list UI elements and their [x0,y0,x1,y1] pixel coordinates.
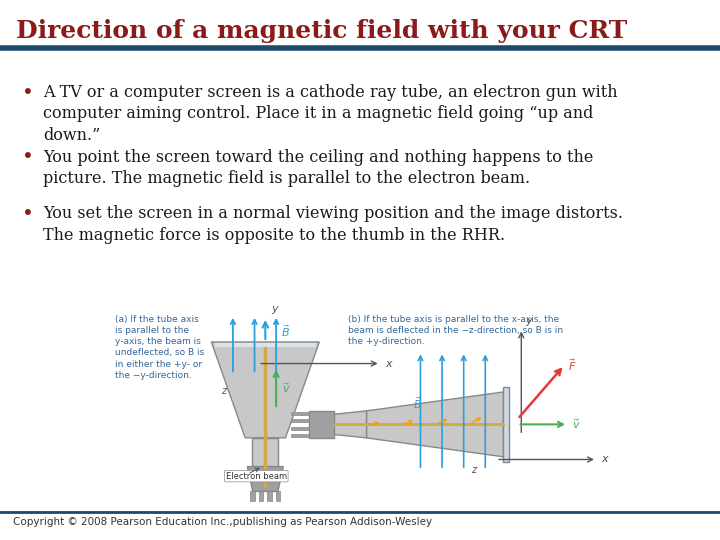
Bar [259,491,264,501]
Text: $\vec{v}$: $\vec{v}$ [282,381,291,395]
Text: y: y [271,305,278,314]
Bar [251,491,255,501]
Text: x: x [601,455,608,464]
Text: z: z [471,465,476,475]
Text: $\vec{v}$: $\vec{v}$ [572,417,580,431]
Text: Direction of a magnetic field with your CRT: Direction of a magnetic field with your … [16,19,627,43]
Text: $\vec{F}$: $\vec{F}$ [568,357,577,373]
Text: •: • [22,205,33,224]
Polygon shape [212,342,320,438]
Text: $\vec{B}$: $\vec{B}$ [282,323,290,339]
Bar [215,343,316,347]
Text: z: z [220,386,226,396]
Polygon shape [248,467,284,491]
Bar [503,387,509,462]
Bar [291,434,309,437]
Bar [291,427,309,430]
Polygon shape [252,438,279,467]
Text: x: x [384,359,392,369]
Bar [112,313,616,505]
Text: y: y [526,316,532,326]
Text: You set the screen in a normal viewing position and the image distorts.
The magn: You set the screen in a normal viewing p… [43,205,624,244]
Text: (b) If the tube axis is parallel to the x-axis, the
beam is deflected in the −z-: (b) If the tube axis is parallel to the … [348,315,564,346]
Text: Electron beam: Electron beam [226,471,287,481]
Text: You point the screen toward the ceiling and nothing happens to the
picture. The : You point the screen toward the ceiling … [43,148,593,187]
Bar [291,419,309,422]
Text: $\vec{B}$: $\vec{B}$ [413,395,422,410]
Text: (a) If the tube axis
is parallel to the
y-axis, the beam is
undeflected, so B is: (a) If the tube axis is parallel to the … [115,315,204,380]
Bar [291,412,309,415]
Bar [268,491,272,501]
Text: A TV or a computer screen is a cathode ray tube, an electron gun with
computer a: A TV or a computer screen is a cathode r… [43,84,618,144]
Text: Copyright © 2008 Pearson Education Inc.,publishing as Pearson Addison-Wesley: Copyright © 2008 Pearson Education Inc.,… [13,517,432,527]
Bar [309,411,334,438]
Text: •: • [22,148,33,167]
Text: •: • [22,84,33,103]
Polygon shape [330,411,366,438]
Bar [276,491,281,501]
Polygon shape [366,392,503,457]
